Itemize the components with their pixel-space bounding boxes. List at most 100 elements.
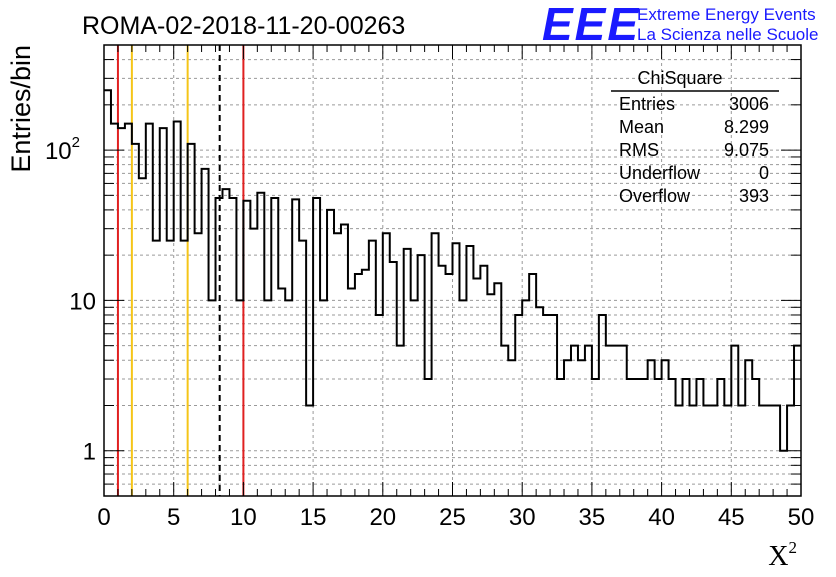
x-tick-label: 40 xyxy=(648,504,675,531)
stats-overflow-label: Overflow xyxy=(619,186,691,206)
x-axis-label-base: X xyxy=(768,541,788,572)
histogram-bin xyxy=(334,233,341,496)
histogram-bin xyxy=(222,189,229,496)
histogram-bin xyxy=(404,249,411,496)
histogram-bin xyxy=(592,379,599,496)
eee-logo-mark: EEE xyxy=(542,0,640,50)
histogram-bin xyxy=(473,278,480,496)
histogram-bin xyxy=(111,124,118,496)
histogram-bin xyxy=(662,360,669,496)
stats-rms-label: RMS xyxy=(619,140,659,160)
x-tick-label: 20 xyxy=(369,504,396,531)
y-tick-label-base: 10 xyxy=(45,138,72,165)
histogram-bin xyxy=(418,255,425,496)
histogram-bin xyxy=(411,300,418,496)
x-axis-label: X2 xyxy=(768,538,797,572)
stats-rms-value: 9.075 xyxy=(724,140,769,160)
histogram-bin xyxy=(620,346,627,496)
x-tick-label: 15 xyxy=(300,504,327,531)
y-tick-label-base: 10 xyxy=(69,288,96,315)
histogram-bin xyxy=(634,379,641,496)
histogram-bin xyxy=(125,124,132,496)
histogram-bin xyxy=(641,379,648,496)
histogram-bin xyxy=(285,300,292,496)
y-tick-label-base: 1 xyxy=(83,439,96,466)
x-axis-label-superscript: 2 xyxy=(789,538,798,557)
histogram-bin xyxy=(174,121,181,496)
x-tick-label: 5 xyxy=(167,504,180,531)
histogram-bin xyxy=(683,379,690,496)
stats-underflow-value: 0 xyxy=(759,163,769,183)
histogram-bin xyxy=(313,198,320,496)
x-tick-label: 35 xyxy=(579,504,606,531)
histogram-bin xyxy=(188,144,195,496)
histogram-bin xyxy=(669,379,676,496)
y-tick-label: 1 xyxy=(83,439,96,466)
x-tick-label: 0 xyxy=(97,504,110,531)
reference-lines xyxy=(116,45,245,496)
histogram-outline xyxy=(104,89,801,452)
histogram-bin xyxy=(717,379,724,496)
histogram-bin xyxy=(466,246,473,496)
histogram-bin xyxy=(229,198,236,496)
histogram-bin xyxy=(202,169,209,496)
x-tick-label: 30 xyxy=(509,504,536,531)
eee-logo: EEE Extreme Energy Events La Scienza nel… xyxy=(542,0,818,50)
histogram-bin xyxy=(606,346,613,496)
chart-title: ROMA-02-2018-11-20-00263 xyxy=(82,12,405,40)
histogram-bin xyxy=(564,360,571,496)
stats-mean-label: Mean xyxy=(619,117,664,137)
histogram-bin xyxy=(383,233,390,496)
histogram-bin xyxy=(271,198,278,496)
histogram-bin xyxy=(501,346,508,496)
x-tick-label: 25 xyxy=(439,504,466,531)
histogram-bin xyxy=(522,300,529,496)
stats-box: ChiSquare Entries 3006 Mean 8.299 RMS 9.… xyxy=(611,68,779,206)
histogram-bin xyxy=(557,379,564,496)
histogram-bin xyxy=(397,346,404,496)
x-tick-label: 10 xyxy=(230,504,257,531)
histogram-bin xyxy=(264,300,271,496)
histogram-bin xyxy=(132,144,139,496)
stats-mean-value: 8.299 xyxy=(724,117,769,137)
histogram-bin xyxy=(571,346,578,496)
histogram-bin xyxy=(536,307,543,496)
histogram-bin xyxy=(731,346,738,496)
histogram-bin xyxy=(752,379,759,496)
histogram-bin xyxy=(146,124,153,496)
histogram-bin xyxy=(508,360,515,496)
histogram-bin xyxy=(794,346,801,496)
stats-overflow-value: 393 xyxy=(739,186,769,206)
histogram-bin xyxy=(250,229,257,496)
histogram-bin xyxy=(104,90,111,496)
histogram-bin xyxy=(648,360,655,496)
y-tick-label-exponent: 2 xyxy=(72,134,80,151)
histogram-bin xyxy=(320,300,327,496)
y-tick-label: 102 xyxy=(45,134,80,165)
histogram-bin xyxy=(613,346,620,496)
x-tick-label: 45 xyxy=(718,504,745,531)
stats-entries-label: Entries xyxy=(619,94,675,114)
stats-entries-value: 3006 xyxy=(729,94,769,114)
histogram-bin xyxy=(209,300,216,496)
eee-logo-line2: La Scienza nelle Scuole xyxy=(637,25,818,44)
histogram-bin xyxy=(696,379,703,496)
histogram-bin xyxy=(578,360,585,496)
histogram-bin xyxy=(195,233,202,496)
histogram-bin xyxy=(627,379,634,496)
histogram-bin xyxy=(585,346,592,496)
y-axis-label: Entries/bin xyxy=(6,45,36,173)
stats-underflow-label: Underflow xyxy=(619,163,701,183)
histogram-bin xyxy=(655,379,662,496)
histogram-bin xyxy=(459,300,466,496)
stats-title: ChiSquare xyxy=(637,68,722,88)
eee-logo-line1: Extreme Energy Events xyxy=(637,5,816,24)
histogram-bin xyxy=(236,300,243,496)
y-tick-label: 10 xyxy=(69,288,96,315)
histogram-bin xyxy=(327,210,334,496)
histogram-bin xyxy=(745,360,752,496)
plot-frame xyxy=(103,44,802,497)
histogram-bin xyxy=(292,199,299,496)
